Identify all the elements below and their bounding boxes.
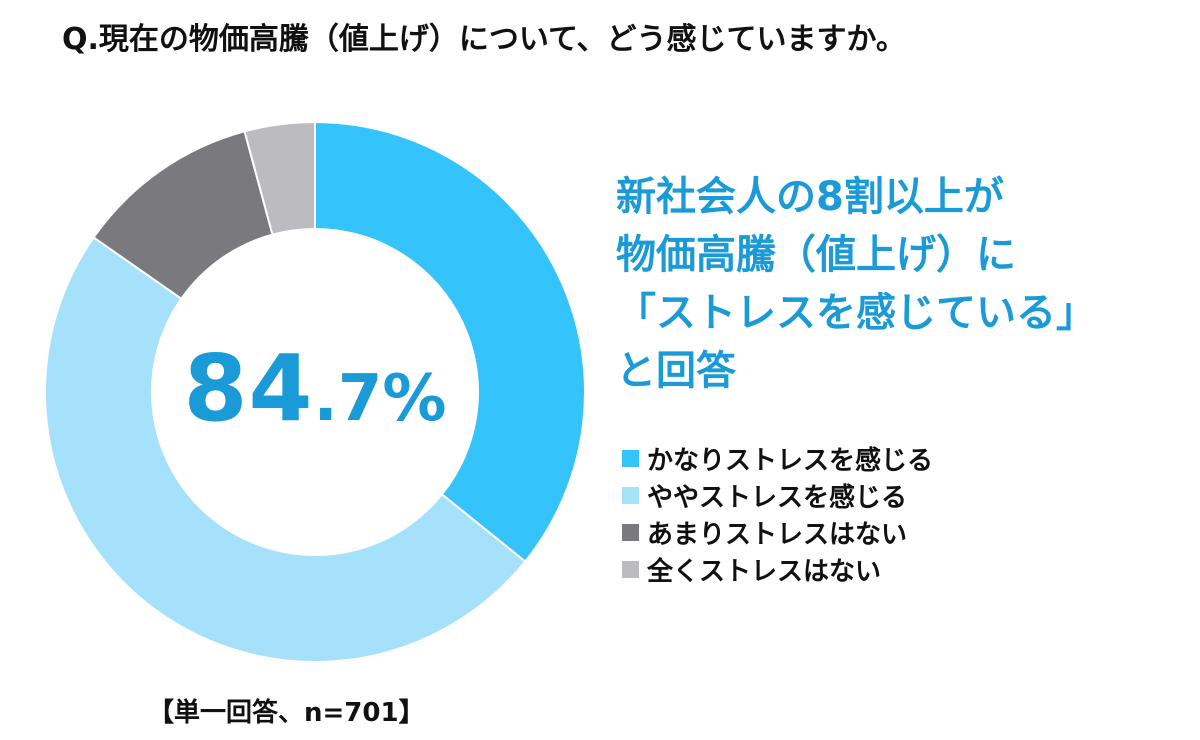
donut-slice xyxy=(243,120,316,236)
headline-line-4: と回答 xyxy=(616,348,736,394)
legend: かなりストレスを感じる ややストレスを感じる あまりストレスはない 全くストレス… xyxy=(622,440,933,588)
center-percentage-number: 84 xyxy=(183,335,314,442)
legend-label: あまりストレスはない xyxy=(647,520,908,550)
legend-swatch xyxy=(622,487,639,504)
legend-label: ややストレスを感じる xyxy=(647,483,908,513)
legend-label: かなりストレスを感じる xyxy=(647,446,934,476)
legend-swatch xyxy=(622,450,639,467)
donut-slice xyxy=(314,120,586,563)
legend-item: ややストレスを感じる xyxy=(622,477,933,514)
headline-line-1: 新社会人の8割以上が xyxy=(616,174,1004,220)
legend-swatch xyxy=(622,524,639,541)
headline-line-2: 物価高騰（値上げ）に xyxy=(616,232,1016,278)
legend-item: あまりストレスはない xyxy=(622,514,933,551)
center-percentage-decimal: .7% xyxy=(313,362,447,436)
legend-swatch xyxy=(622,561,639,578)
legend-label: 全くストレスはない xyxy=(647,557,882,587)
headline-line-3: 「ストレスを感じている」 xyxy=(616,290,1096,336)
legend-item: 全くストレスはない xyxy=(622,551,933,588)
center-percentage: 84.7% xyxy=(150,335,480,442)
question-title: Q.現在の物価高騰（値上げ）について、どう感じていますか。 xyxy=(62,22,906,57)
legend-item: かなりストレスを感じる xyxy=(622,440,933,477)
headline: 新社会人の8割以上が 物価高騰（値上げ）に 「ストレスを感じている」 と回答 xyxy=(616,168,1176,400)
sample-note: 【単一回答、n=701】 xyxy=(148,698,425,728)
donut-slice xyxy=(43,236,527,663)
